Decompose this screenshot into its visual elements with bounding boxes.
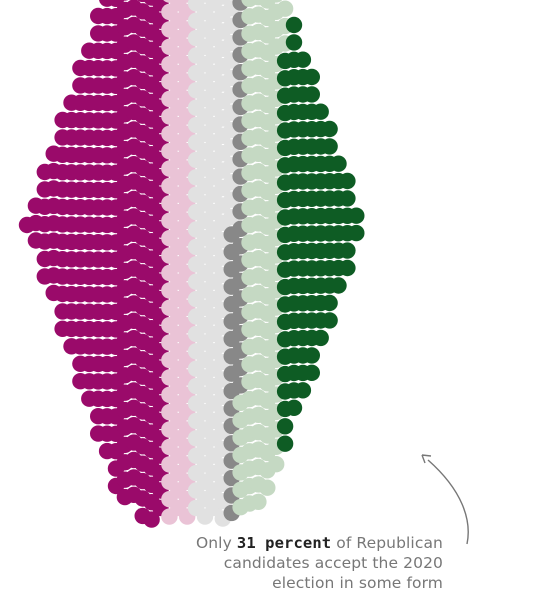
- dot-accept: [321, 138, 338, 155]
- dot-accept: [294, 382, 312, 399]
- dot-accept: [285, 16, 303, 34]
- dot-accept: [339, 242, 356, 259]
- annotation-pre: Only: [195, 534, 232, 552]
- dot-accept: [303, 347, 320, 364]
- dot-accept_lean: [270, 0, 283, 3]
- dot-deny: [143, 511, 160, 528]
- annotation-line-3: election in some form: [272, 574, 443, 592]
- dot-accept: [303, 364, 320, 381]
- dot-accept_lean: [276, 0, 294, 17]
- dot-accept: [303, 86, 320, 103]
- dot-accept: [285, 34, 303, 51]
- dot-deny: [121, 0, 129, 1]
- dot-accept: [294, 51, 312, 68]
- dot-accept: [312, 329, 329, 347]
- dot-accept: [339, 259, 356, 277]
- annotation-line-2: candidates accept the 2020: [223, 554, 443, 572]
- dot-accept: [285, 399, 303, 416]
- dot-accept: [321, 120, 338, 138]
- dot-group: [18, 0, 365, 528]
- dot-accept: [330, 277, 347, 294]
- annotation-arrowhead: [421, 454, 432, 464]
- dot-accept: [312, 103, 329, 120]
- dot-accept: [276, 418, 294, 435]
- dot-accept: [330, 155, 347, 172]
- dot-accept: [348, 207, 365, 224]
- dot-accept_lean: [268, 456, 285, 473]
- dot-accept: [339, 172, 356, 190]
- dot-accept: [276, 435, 294, 452]
- dot-accept: [303, 68, 320, 86]
- annotation-arrow: [427, 459, 469, 545]
- dot-accept_lean: [250, 493, 267, 510]
- dot-accept: [348, 224, 365, 242]
- dot-accept: [321, 294, 338, 312]
- annotation-highlight: 31 percent: [236, 534, 332, 552]
- annotation-line-1: Only 31 percent of Republican: [196, 533, 443, 553]
- dot-accept: [321, 312, 338, 329]
- annotation: Only 31 percent of Republican candidates…: [196, 533, 443, 593]
- dot-accept_lean: [259, 479, 276, 496]
- annotation-post: of Republican: [336, 534, 443, 552]
- dot-accept: [339, 190, 356, 207]
